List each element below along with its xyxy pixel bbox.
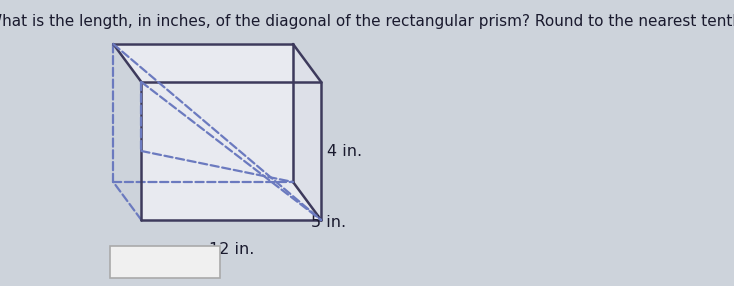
Polygon shape [113, 44, 321, 82]
Bar [110, 246, 219, 278]
Text: 4 in.: 4 in. [327, 144, 362, 158]
Text: 5 in.: 5 in. [310, 215, 346, 230]
Polygon shape [142, 82, 321, 220]
Text: What is the length, in inches, of the diagonal of the rectangular prism? Round t: What is the length, in inches, of the di… [0, 14, 734, 29]
Text: 12 in.: 12 in. [208, 242, 254, 257]
Polygon shape [293, 44, 321, 220]
